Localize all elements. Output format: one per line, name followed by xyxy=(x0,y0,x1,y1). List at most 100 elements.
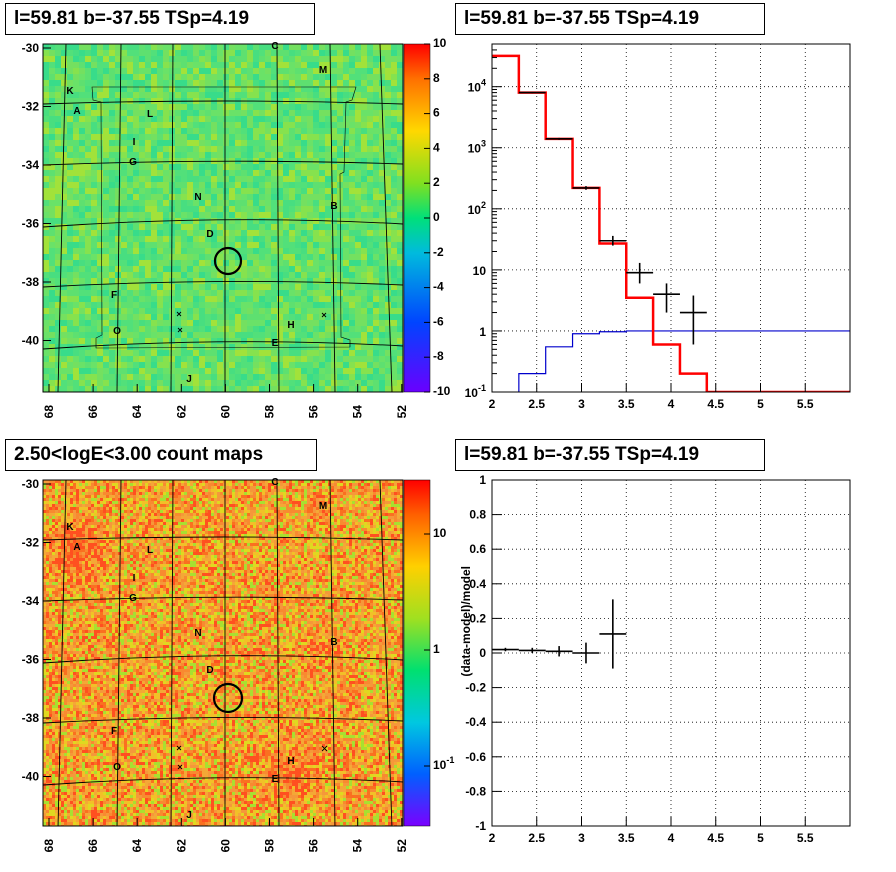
map-pixel xyxy=(115,344,122,351)
map-pixel xyxy=(67,678,71,682)
map-pixel xyxy=(61,296,68,303)
map-pixel xyxy=(373,116,380,123)
map-pixel xyxy=(187,218,194,225)
map-pixel xyxy=(121,362,128,369)
map-pixel xyxy=(295,182,302,189)
map-pixel xyxy=(103,380,110,387)
map-pixel xyxy=(76,594,80,598)
map-pixel xyxy=(145,326,152,333)
map-pixel xyxy=(67,765,71,769)
map-pixel xyxy=(307,44,314,51)
map-pixel xyxy=(199,278,206,285)
map-pixel xyxy=(43,816,47,820)
map-pixel xyxy=(199,128,206,135)
map-pixel xyxy=(235,272,242,279)
map-pixel xyxy=(43,672,47,676)
map-pixel xyxy=(163,332,170,339)
map-pixel xyxy=(73,170,80,177)
map-pixel xyxy=(76,627,80,631)
map-pixel xyxy=(181,56,188,63)
map-pixel xyxy=(289,200,296,207)
map-pixel xyxy=(361,254,368,261)
map-pixel xyxy=(58,543,62,547)
map-pixel xyxy=(163,326,170,333)
map-pixel xyxy=(397,176,403,183)
map-pixel xyxy=(46,615,50,619)
map-pixel xyxy=(43,140,50,147)
map-pixel xyxy=(385,98,392,105)
map-pixel xyxy=(343,350,350,357)
map-pixel xyxy=(49,780,53,784)
map-pixel xyxy=(325,308,332,315)
map-pixel xyxy=(46,492,50,496)
map-pixel xyxy=(43,152,50,159)
map-pixel xyxy=(64,723,68,727)
map-pixel xyxy=(193,326,200,333)
map-pixel xyxy=(175,68,182,75)
map-pixel xyxy=(67,789,71,793)
map-pixel xyxy=(49,272,56,279)
map-pixel xyxy=(52,699,56,703)
map-pixel xyxy=(109,218,116,225)
map-pixel xyxy=(49,666,53,670)
grid-line xyxy=(57,44,67,392)
map-pixel xyxy=(391,302,398,309)
map-pixel xyxy=(361,92,368,99)
map-pixel xyxy=(46,486,50,490)
map-pixel xyxy=(157,158,164,165)
map-pixel xyxy=(133,284,140,291)
map-pixel xyxy=(187,236,194,243)
map-pixel xyxy=(46,810,50,814)
map-pixel xyxy=(307,380,314,387)
map-pixel xyxy=(139,164,146,171)
map-pixel xyxy=(325,260,332,267)
map-pixel xyxy=(52,579,56,583)
map-pixel xyxy=(331,182,338,189)
map-pixel xyxy=(49,813,53,817)
map-pixel xyxy=(319,62,326,69)
map-pixel xyxy=(49,561,53,565)
map-pixel xyxy=(391,128,398,135)
map-pixel xyxy=(223,314,230,321)
map-pixel xyxy=(73,278,80,285)
map-pixel xyxy=(355,146,362,153)
map-pixel xyxy=(385,206,392,213)
map-pixel xyxy=(85,182,92,189)
map-pixel xyxy=(133,110,140,117)
map-pixel xyxy=(43,290,50,297)
map-pixel xyxy=(133,92,140,99)
map-pixel xyxy=(52,801,56,805)
map-pixel xyxy=(343,152,350,159)
map-pixel xyxy=(229,254,236,261)
map-pixel xyxy=(355,272,362,279)
map-pixel xyxy=(271,314,278,321)
map-pixel xyxy=(157,230,164,237)
map-pixel xyxy=(49,684,53,688)
map-pixel xyxy=(325,140,332,147)
map-pixel xyxy=(55,86,62,93)
map-pixel xyxy=(211,266,218,273)
map-pixel xyxy=(301,386,308,392)
map-pixel xyxy=(355,68,362,75)
map-pixel xyxy=(193,296,200,303)
map-pixel xyxy=(73,236,80,243)
map-pixel xyxy=(58,816,62,820)
map-pixel xyxy=(271,200,278,207)
map-pixel xyxy=(151,386,158,392)
map-pixel xyxy=(319,158,326,165)
map-pixel xyxy=(85,200,92,207)
map-pixel xyxy=(67,56,74,63)
map-pixel xyxy=(349,218,356,225)
map-pixel xyxy=(79,386,86,392)
map-pixel xyxy=(73,783,77,787)
map-pixel xyxy=(67,654,71,658)
map-pixel xyxy=(67,134,74,141)
map-pixel xyxy=(67,242,74,249)
map-pixel xyxy=(85,146,92,153)
map-pixel xyxy=(73,86,80,93)
map-pixel xyxy=(70,549,74,553)
map-pixel xyxy=(283,332,290,339)
map-pixel xyxy=(247,44,254,51)
map-pixel xyxy=(199,212,206,219)
